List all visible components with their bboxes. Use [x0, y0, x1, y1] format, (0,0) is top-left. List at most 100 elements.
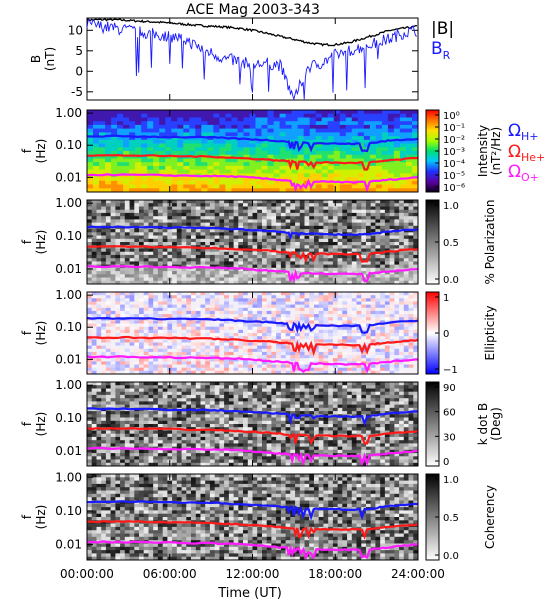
intensity-cell — [333, 165, 341, 170]
intensity-cell — [153, 151, 160, 156]
noise-cell — [356, 348, 362, 353]
noise-cell — [318, 261, 324, 265]
gyro-line-he-plus — [87, 335, 419, 357]
noise-cell — [413, 301, 419, 306]
noise-cell — [247, 342, 253, 347]
noise-cell — [148, 242, 154, 246]
noise-cell — [157, 361, 163, 365]
noise-cell — [176, 212, 182, 217]
noise-cell — [224, 304, 230, 309]
intensity-cell — [183, 147, 190, 152]
intensity-cell — [393, 184, 401, 189]
noise-cell — [153, 339, 159, 343]
noise-cell — [162, 203, 168, 207]
noise-cell — [389, 258, 395, 262]
noise-cell — [195, 238, 201, 243]
noise-cell — [148, 209, 154, 214]
intensity-cell — [291, 136, 298, 141]
noise-cell — [186, 248, 192, 253]
noise-cell — [375, 320, 381, 324]
intensity-cell — [99, 121, 106, 126]
noise-cell — [413, 238, 419, 243]
noise-cell — [101, 271, 107, 275]
noise-cell — [228, 258, 234, 262]
noise-cell — [209, 339, 215, 343]
noise-cell — [299, 274, 305, 278]
noise-cell — [87, 414, 93, 418]
noise-cell — [172, 248, 178, 253]
noise-cell — [375, 261, 381, 265]
noise-cell — [394, 206, 400, 211]
intensity-cell — [255, 113, 262, 118]
noise-cell — [243, 314, 249, 318]
noise-cell — [233, 358, 239, 362]
noise-cell — [238, 307, 244, 312]
noise-cell — [228, 307, 234, 312]
noise-cell — [134, 333, 140, 337]
noise-cell — [105, 364, 111, 369]
noise-cell — [384, 209, 390, 214]
intensity-cell — [189, 158, 196, 163]
noise-cell — [219, 261, 225, 265]
noise-cell — [200, 232, 206, 236]
intensity-cell — [159, 165, 166, 170]
noise-cell — [134, 307, 140, 312]
noise-cell — [276, 351, 282, 356]
noise-cell — [200, 222, 206, 227]
noise-cell — [257, 326, 263, 331]
noise-cell — [172, 358, 178, 362]
intensity-cell — [363, 177, 371, 182]
noise-cell — [209, 232, 215, 236]
noise-cell — [394, 301, 400, 306]
noise-cell — [101, 367, 107, 372]
intensity-cell — [111, 180, 118, 185]
noise-cell — [351, 351, 357, 356]
noise-cell — [101, 339, 107, 343]
noise-cell — [323, 292, 329, 296]
intensity-cell — [249, 169, 256, 174]
noise-cell — [101, 351, 107, 356]
intensity-cell — [291, 113, 298, 118]
intensity-cell — [297, 117, 304, 122]
noise-cell — [389, 222, 395, 227]
noise-cell — [332, 320, 338, 324]
noise-cell — [394, 323, 400, 328]
noise-cell — [228, 339, 234, 343]
intensity-cell — [231, 177, 238, 182]
noise-cell — [87, 333, 93, 337]
noise-cell — [413, 206, 419, 211]
noise-cell — [280, 206, 286, 211]
intensity-cell — [129, 147, 136, 152]
intensity-cell — [315, 169, 323, 174]
noise-cell — [328, 209, 334, 214]
noise-cell — [243, 216, 249, 220]
noise-cell — [351, 261, 357, 265]
noise-cell — [195, 310, 201, 315]
noise-cell — [309, 258, 315, 262]
noise-cell — [323, 200, 329, 204]
noise-cell — [290, 216, 296, 220]
noise-cell — [96, 370, 102, 375]
noise-cell — [299, 314, 305, 318]
noise-cell — [101, 370, 107, 375]
noise-cell — [115, 251, 121, 256]
noise-cell — [167, 361, 173, 365]
intensity-cell — [285, 184, 292, 189]
noise-cell — [361, 248, 367, 253]
intensity-cell — [369, 158, 377, 163]
intensity-cell — [171, 143, 178, 148]
noise-cell — [408, 235, 414, 240]
intensity-cell — [412, 117, 419, 122]
noise-cell — [309, 310, 315, 315]
intensity-cell — [201, 180, 208, 185]
noise-cell — [375, 314, 381, 318]
intensity-cell — [195, 132, 202, 137]
noise-cell — [91, 229, 97, 233]
noise-cell — [219, 304, 225, 309]
intensity-cell — [285, 154, 292, 159]
noise-cell — [120, 310, 126, 315]
noise-cell — [280, 251, 286, 256]
noise-cell — [200, 209, 206, 214]
intensity-cell — [99, 162, 106, 167]
intensity-cell — [393, 124, 401, 129]
